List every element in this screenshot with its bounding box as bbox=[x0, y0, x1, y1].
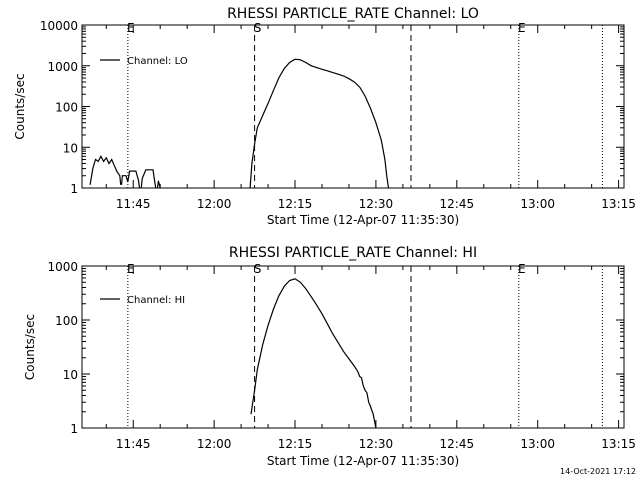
timestamp: 14-Oct-2021 17:12 bbox=[560, 467, 636, 476]
panel1-x-tick-label: 13:15 bbox=[601, 197, 636, 211]
panel2-marker-label: E bbox=[127, 262, 135, 276]
panel1-y-tick-label: 1 bbox=[70, 182, 78, 196]
panel2-y-tick-label: 10 bbox=[63, 368, 78, 382]
panel2-x-tick-label: 12:45 bbox=[440, 437, 475, 451]
panel2-marker-label: E bbox=[518, 262, 526, 276]
panel1-x-tick-label: 11:45 bbox=[116, 197, 151, 211]
panel1-y-tick-label: 100 bbox=[55, 101, 78, 115]
panel1-marker-label: E bbox=[127, 21, 135, 35]
panel1-x-tick-label: 12:30 bbox=[359, 197, 394, 211]
panel1-x-axis-label: Start Time (12-Apr-07 11:35:30) bbox=[267, 213, 459, 227]
panel2-legend-label: Channel: HI bbox=[127, 295, 185, 306]
panel2-x-tick-label: 13:00 bbox=[520, 437, 555, 451]
panel1-axes-frame bbox=[81, 24, 625, 189]
panel2-x-tick-label: 12:30 bbox=[359, 437, 394, 451]
panel2-y-axis-label: Counts/sec bbox=[23, 314, 37, 380]
panel1-y-axis-label: Counts/sec bbox=[13, 73, 27, 139]
panel1-y-tick-label: 10000 bbox=[40, 19, 78, 33]
panel2-y-tick-label: 100 bbox=[55, 314, 78, 328]
panel1-series-line bbox=[120, 170, 141, 189]
panel1-x-tick-label: 12:15 bbox=[278, 197, 313, 211]
panel1-x-tick-label: 13:00 bbox=[520, 197, 555, 211]
panel2-y-tick-label: 1000 bbox=[47, 260, 78, 274]
panel1-series-line bbox=[89, 155, 122, 185]
panel1-series-line bbox=[156, 180, 161, 189]
panel1-series-line bbox=[249, 58, 390, 189]
panel2-x-tick-label: 13:15 bbox=[601, 437, 636, 451]
panel1-x-tick-label: 12:00 bbox=[197, 197, 232, 211]
panel1-chart-title: RHESSI PARTICLE_RATE Channel: LO bbox=[227, 6, 479, 22]
panel2-axes-frame bbox=[81, 265, 625, 429]
panel2-series-line bbox=[250, 278, 377, 429]
panel1-y-tick-label: 10 bbox=[63, 141, 78, 155]
panel1-y-tick-label: 1000 bbox=[47, 60, 78, 74]
panel1-marker-label: S bbox=[254, 21, 262, 35]
panel2-x-tick-label: 11:45 bbox=[116, 437, 151, 451]
panel2-x-tick-label: 12:15 bbox=[278, 437, 313, 451]
panel1-legend-label: Channel: LO bbox=[127, 56, 188, 67]
panel2-chart-title: RHESSI PARTICLE_RATE Channel: HI bbox=[229, 245, 477, 261]
panel2-y-tick-label: 1 bbox=[70, 422, 78, 436]
panel2-marker-label: S bbox=[254, 262, 262, 276]
panel2-x-tick-label: 12:00 bbox=[197, 437, 232, 451]
panel2-x-axis-label: Start Time (12-Apr-07 11:35:30) bbox=[267, 454, 459, 468]
panel1-marker-label: E bbox=[518, 21, 526, 35]
panel1-series-line bbox=[140, 169, 157, 189]
panel1-x-tick-label: 12:45 bbox=[440, 197, 475, 211]
